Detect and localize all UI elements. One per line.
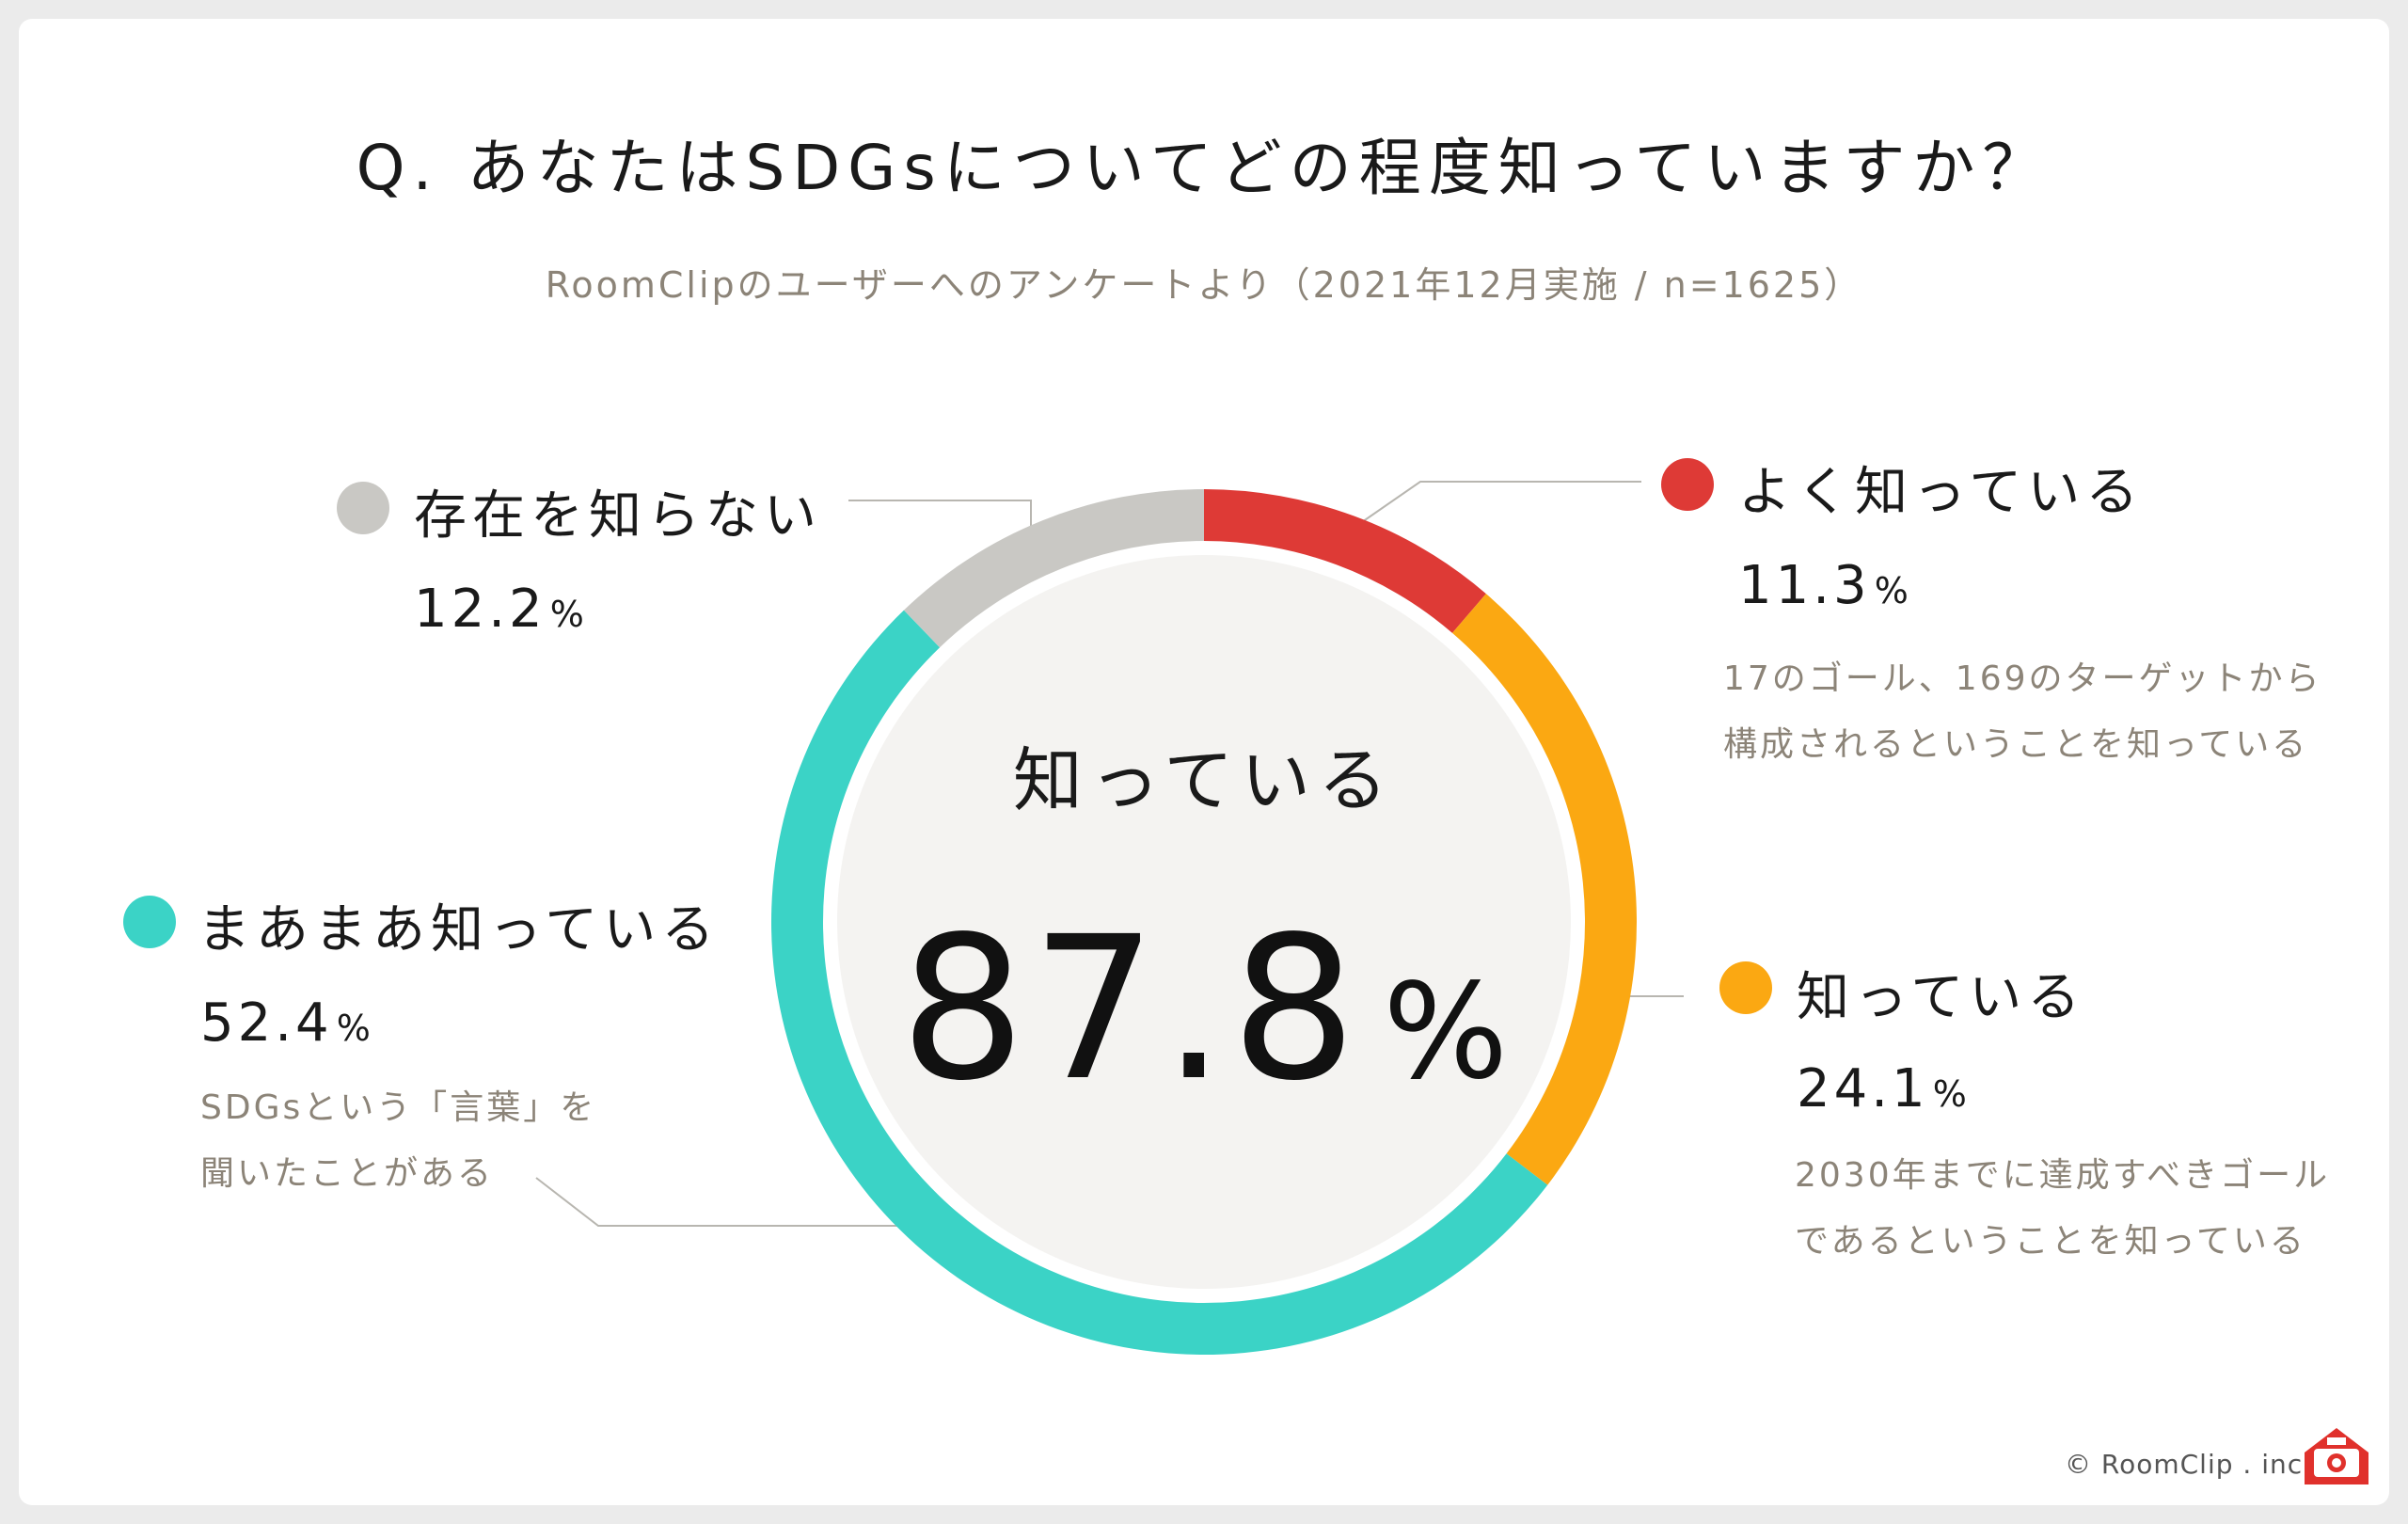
center-value: 87.8%: [828, 894, 1580, 1124]
center-value-number: 87.8: [899, 894, 1363, 1124]
leader-line-very-well: [1346, 481, 1641, 533]
legend-desc-know-2: であるということを知っている: [1795, 1222, 2306, 1261]
legend-name-unaware: 存在を知らない: [414, 485, 822, 547]
leader-line-somewhat: [535, 1177, 922, 1227]
legend-value-very-well-unit: %: [1874, 570, 1912, 611]
legend-value-know-unit: %: [1932, 1073, 1971, 1115]
donut-slices: [770, 489, 1637, 1356]
legend-desc-somewhat-1: SDGsという「言葉」を: [200, 1088, 597, 1127]
center-label: 知っている: [1012, 740, 1396, 821]
donut-center: [837, 555, 1571, 1289]
legend-dot-very-well: [1661, 458, 1714, 511]
legend-value-unaware: 12.2%: [414, 579, 588, 640]
legend-dot-somewhat: [123, 896, 176, 948]
legend-desc-very-well-2: 構成されるということを知っている: [1723, 725, 2309, 764]
legend-desc-somewhat-2: 聞いたことがある: [200, 1154, 495, 1193]
legend-value-unaware-number: 12.2: [414, 579, 547, 640]
legend-value-somewhat-number: 52.4: [200, 992, 333, 1054]
donut-slice-know: [1451, 594, 1637, 1185]
copyright-text: © RoomClip . inc: [2065, 1449, 2304, 1480]
legend-value-know: 24.1%: [1797, 1058, 1971, 1119]
legend-dot-unaware: [337, 482, 389, 534]
donut-slice-somewhat: [770, 610, 1548, 1356]
center-value-unit: %: [1383, 956, 1509, 1109]
chart-subtitle: RoomClipのユーザーへのアンケートより（2021年12月実施 / n=16…: [545, 264, 1863, 306]
legend-value-know-number: 24.1: [1797, 1058, 1929, 1119]
legend-value-somewhat: 52.4%: [200, 992, 374, 1054]
legend-value-unaware-unit: %: [549, 594, 588, 635]
legend-name-know: 知っている: [1797, 967, 2086, 1028]
legend-dot-know: [1719, 961, 1772, 1014]
donut-slice-very-well: [1204, 489, 1486, 633]
legend-value-very-well-number: 11.3: [1738, 555, 1871, 616]
chart-title: Q. あなたはSDGsについてどの程度知っていますか？: [356, 132, 2052, 204]
legend-value-somewhat-unit: %: [336, 1008, 374, 1049]
legend-value-very-well: 11.3%: [1738, 555, 1912, 616]
legend-desc-know-1: 2030年までに達成すべきゴール: [1795, 1156, 2331, 1195]
legend-desc-very-well-1: 17のゴール、169のターゲットから: [1723, 659, 2322, 698]
roomclip-logo-icon: [2305, 1428, 2368, 1484]
legend-name-very-well: よく知っている: [1738, 462, 2145, 523]
donut-slice-unaware: [903, 489, 1204, 648]
legend-name-somewhat: まあまあ知っている: [198, 899, 721, 960]
